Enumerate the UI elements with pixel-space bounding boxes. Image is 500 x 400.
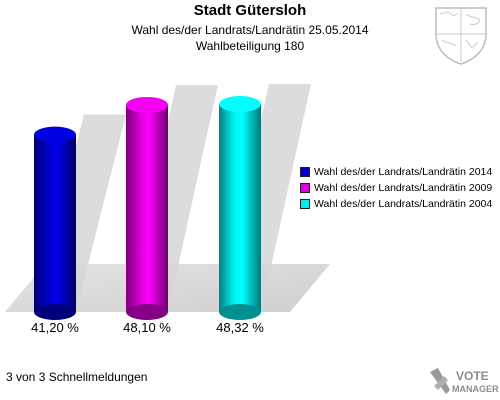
legend-item: Wahl des/der Landrats/Landrätin 2004 xyxy=(300,196,492,212)
legend-label: Wahl des/der Landrats/Landrätin 2009 xyxy=(314,182,493,194)
bar-body xyxy=(126,104,168,312)
reports-count: 3 von 3 Schnellmeldungen xyxy=(6,370,148,384)
legend-label: Wahl des/der Landrats/Landrätin 2014 xyxy=(314,166,493,178)
legend-label: Wahl des/der Landrats/Landrätin 2004 xyxy=(314,198,493,210)
bar-top xyxy=(126,96,168,113)
turnout-text: Wahlbeteiligung 180 xyxy=(195,39,305,53)
bar xyxy=(219,96,261,320)
bar-value-label: 48,10 % xyxy=(123,320,171,335)
legend-swatch xyxy=(300,199,310,209)
chart-title: Stadt Gütersloh xyxy=(193,2,307,19)
logo-text-bottom: MANAGER xyxy=(452,384,499,394)
bar-base xyxy=(126,304,168,320)
chart-legend: Wahl des/der Landrats/Landrätin 2014 Wah… xyxy=(300,164,492,212)
bar-value-label: 41,20 % xyxy=(31,320,79,335)
bar-value-label: 48,32 % xyxy=(216,320,264,335)
bar xyxy=(34,126,76,320)
logo-text-top: VOTE xyxy=(456,369,489,383)
chart-subtitle: Wahl des/der Landrats/Landrätin 25.05.20… xyxy=(131,23,369,37)
vote-manager-logo-icon: VOTE MANAGER xyxy=(430,368,499,394)
bar xyxy=(126,96,168,320)
bar-base xyxy=(34,304,76,320)
coat-of-arms-icon xyxy=(435,7,487,65)
legend-swatch xyxy=(300,183,310,193)
legend-item: Wahl des/der Landrats/Landrätin 2009 xyxy=(300,180,492,196)
legend-item: Wahl des/der Landrats/Landrätin 2014 xyxy=(300,164,492,180)
bar-base xyxy=(219,304,261,320)
bar-body xyxy=(34,134,76,312)
bar-top xyxy=(34,126,76,143)
bar-top xyxy=(219,96,261,112)
bar-body xyxy=(219,104,261,312)
legend-swatch xyxy=(300,167,310,177)
